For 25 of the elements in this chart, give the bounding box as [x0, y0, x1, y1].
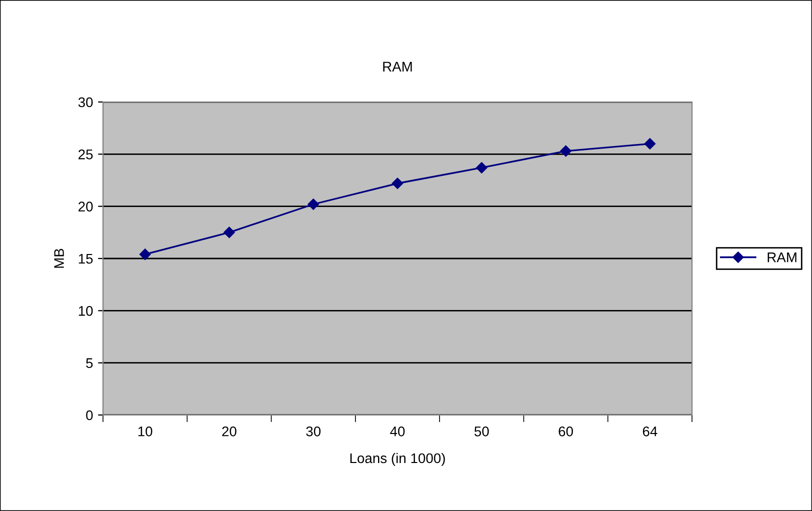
- x-tick-label: 60: [558, 426, 573, 436]
- y-axis-title: MB: [54, 248, 64, 268]
- x-axis-title: Loans (in 1000): [350, 452, 445, 466]
- y-tick-label: 5: [86, 358, 93, 368]
- y-tick-label: 0: [86, 410, 93, 420]
- y-tick-label: 15: [78, 254, 93, 264]
- x-tick-label: 64: [642, 426, 658, 436]
- chart-title: RAM: [383, 62, 412, 72]
- y-tick-label: 10: [78, 306, 93, 316]
- point: [476, 162, 488, 174]
- x-tick-label: 50: [474, 426, 489, 436]
- x-tick-label: 30: [306, 426, 321, 436]
- point: [308, 198, 319, 210]
- x-tick-label: 40: [390, 426, 405, 436]
- point: [139, 248, 151, 260]
- legend-label: RAM: [768, 252, 796, 262]
- point: [560, 145, 572, 157]
- y-tick-label: 30: [78, 97, 93, 108]
- point: [224, 226, 235, 238]
- x-tick-label: 10: [138, 426, 152, 436]
- point: [392, 178, 404, 189]
- point: [644, 138, 656, 150]
- y-tick-label: 25: [78, 150, 93, 160]
- y-tick-label: 20: [78, 202, 93, 212]
- x-tick-label: 20: [222, 426, 236, 436]
